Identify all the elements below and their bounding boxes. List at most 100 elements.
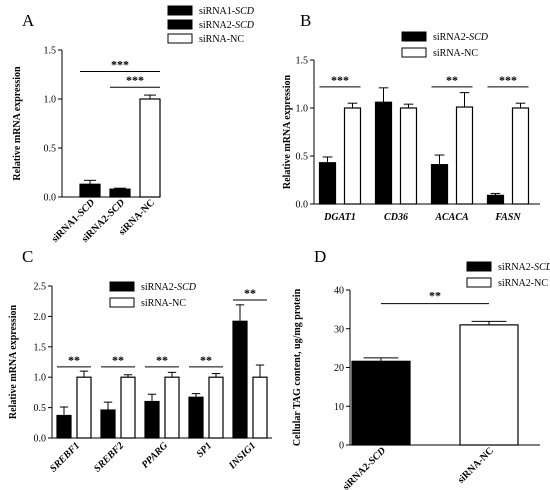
panel-b-y-axis-title: Relative mRNA expression [282,74,293,189]
panel-c-bar [252,376,268,439]
panel-b-x-tick-label: FASN [494,212,521,223]
panel-c-legend-swatch [109,297,135,308]
panel-c-legend-label-gene: SCD [177,282,197,293]
panel-b-significance-label: *** [331,73,349,87]
panel-a-legend-label-prefix: siRNA1- [199,6,235,17]
panel-c-bar [100,409,116,439]
panel-c-significance-label: ** [112,353,124,367]
panel-c-bar [56,414,72,439]
panel-b-x-tick-label: ACACA [434,212,469,223]
panel-b-bar [374,101,393,205]
panel-d-y-axis-title: Cellular TAG content, ug/mg protein [292,288,303,446]
panel-a-legend-label-gene: SCD [235,20,255,31]
panel-b-y-tick-label: 0.0 [296,200,309,211]
panel-a-bar [139,98,161,198]
panel-d-bar [351,360,411,446]
panel-d-y-tick-label: 10 [334,402,344,413]
panel-c-bar [76,376,92,439]
panel-c-legend-label: siRNA-NC [141,298,186,309]
panel-a-y-tick-label: 0.5 [44,144,57,155]
panel-d-legend-swatch [466,261,492,272]
panel-c-letter: C [22,247,33,266]
panel-b-legend-label-prefix: siRNA-NC [433,48,478,59]
panel-a-y-tick-label: 1.0 [44,95,57,106]
panel-d-y-tick-label: 40 [334,286,344,297]
panel-d-legend-label: siRNA2-SCD [498,262,550,273]
panel-a-y-axis-title: Relative mRNA expression [12,66,23,181]
panel-a-significance-label: *** [126,73,144,87]
panel-a-legend-label: siRNA-NC [199,34,244,45]
panel-b-x-tick-label: DGAT1 [323,212,356,223]
panel-a-legend-label-prefix: siRNA2- [199,20,235,31]
panel-c-bar [232,320,248,439]
panel-c-x-tick-label: SREBF1 [48,440,82,474]
panel-d-legend-swatch [466,277,492,288]
panel-b-bar [343,107,362,205]
panel-c-x-tick-label: PPARG [140,440,171,471]
panel-a-legend-label: siRNA2-SCD [199,20,255,31]
panel-b-y-tick-label: 1.0 [296,104,309,115]
panel-c-y-tick-label: 1.5 [34,342,47,353]
panel-c-y-axis-title: Relative mRNA expression [8,304,19,419]
panel-c-significance-label: ** [244,286,256,300]
panel-b-legend-label-gene: SCD [469,32,489,43]
panel-d: D 0 10 20 30 40 Cellular TAG content, ug/mg pr… [292,247,550,490]
panel-a-legend-swatch [167,19,193,30]
panel-d-x-tick-label: siRNA2-SCD [341,445,388,490]
panel-a-legend-label: siRNA1-SCD [199,6,255,17]
panel-a-x-tick-label-gene: SCD [76,197,98,219]
panel-a-legend-label-gene: SCD [235,6,255,17]
panel-b-legend-label: siRNA2-SCD [433,32,489,43]
panel-c-y-tick-label: 2.0 [34,312,47,323]
panel-b-significance-label: ** [446,73,458,87]
panel-c-x-tick-label: SP1 [195,440,215,460]
panel-b-y-tick-label: 1.5 [296,56,309,67]
panel-d-x-tick-label: siRNA-NC [456,445,496,485]
panel-b-bar [430,164,449,205]
panel-b-bar [455,106,474,205]
panel-b-y-tick-label: 0.5 [296,152,309,163]
panel-d-y-tick-label: 20 [334,363,344,374]
panel-a: A 0.0 0.5 1.0 1.5 Relative mRNA expression siR… [12,5,255,245]
panel-c-significance-label: ** [156,353,168,367]
panel-c: C 0.0 0.5 1.0 1.5 2.0 2.5 Relative mRNA express… [8,247,272,474]
panel-c-x-tick-label: SREBF2 [92,440,126,474]
panel-a-bar [79,183,101,198]
panel-d-y-tick-label: 0 [339,441,344,452]
panel-c-y-tick-label: 0.0 [34,434,47,445]
panel-b-letter: B [300,11,311,30]
panel-b-bar [318,162,337,205]
panel-a-y-tick-label: 1.5 [44,46,57,57]
panel-c-y-tick-label: 1.0 [34,373,47,384]
panel-c-x-tick-label: INSIG1 [226,440,258,472]
panel-a-legend-swatch [167,5,193,16]
panel-d-x-tick-label-gene: SCD [367,445,389,467]
panel-a-y-tick-label: 0.0 [44,193,57,204]
panel-a-letter: A [22,11,35,30]
panel-b-legend-swatch [401,47,427,58]
panel-a-legend-label-prefix: siRNA-NC [199,34,244,45]
panel-b-legend-label: siRNA-NC [433,48,478,59]
panel-a-significance-label: *** [111,58,129,72]
panel-b-x-tick-label: CD36 [384,212,408,223]
panel-d-x-tick-label-prefix: siRNA-NC [456,445,496,485]
panel-c-y-tick-label: 0.5 [34,403,47,414]
panel-c-legend-label-prefix: siRNA-NC [141,298,186,309]
panel-a-legend-swatch [167,33,193,44]
panel-d-legend-label-prefix: siRNA2- [498,262,534,273]
panel-c-legend-label: siRNA2-SCD [141,282,197,293]
panel-b-bar [511,107,530,205]
panel-c-significance-label: ** [200,353,212,367]
panel-c-bar [188,396,204,439]
panel-d-significance-label: ** [429,289,441,303]
panel-a-x-tick-label-prefix: siRNA1- [50,211,84,245]
panel-d-y-tick-label: 30 [334,324,344,335]
panel-c-significance-label: ** [68,353,80,367]
panel-a-bar [109,188,131,198]
panel-d-legend-label: siRNA2-NC [498,278,548,289]
panel-c-bar [164,376,180,439]
panel-d-legend-label-gene: SCD [534,262,550,273]
panel-b-bar [399,107,418,205]
